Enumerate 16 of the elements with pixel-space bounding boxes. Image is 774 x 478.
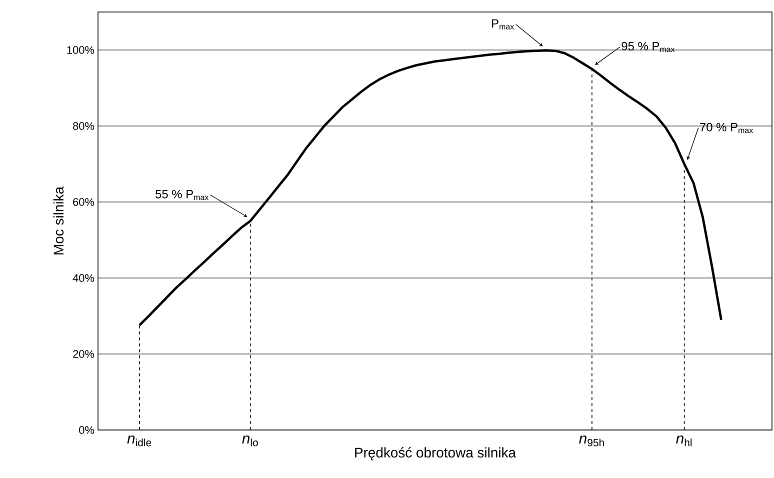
annotation: 70 % P$_{max}$	[700, 122, 754, 134]
y-tick-label: 80%	[73, 122, 94, 130]
annotation: 55 % P$_{max}$	[156, 190, 209, 200]
y-axis-title: Moc silnika	[53, 186, 64, 254]
annotation: P$_{max}$	[492, 19, 514, 30]
x-tick-label: n$_{95h}$	[579, 436, 604, 446]
x-tick-label: n$_{idle}$	[127, 436, 152, 446]
x-tick-label: n$_{hl}$	[676, 436, 692, 446]
x-tick-label: n$_{lo}$	[242, 436, 258, 446]
annotation: 95 % P$_{max}$	[622, 42, 675, 52]
x-axis-title: Prędkość obrotowa silnika	[355, 447, 516, 460]
y-tick-label: 20%	[73, 350, 94, 358]
y-tick-label: 0%	[79, 426, 94, 434]
y-tick-label: 40%	[72, 274, 94, 282]
y-tick-label: 60%	[73, 198, 94, 206]
y-tick-label: 100%	[67, 46, 94, 54]
